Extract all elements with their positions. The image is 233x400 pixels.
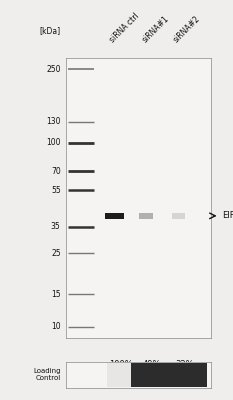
Text: siRNA#2: siRNA#2 (172, 14, 202, 44)
Text: 25: 25 (51, 249, 61, 258)
Bar (172, 213, 185, 219)
Text: 55: 55 (51, 186, 61, 195)
Text: 32%: 32% (175, 360, 193, 370)
Text: 70: 70 (51, 166, 61, 176)
Text: EIF3I: EIF3I (223, 211, 233, 220)
Bar (107, 363, 131, 387)
Bar (131, 363, 206, 387)
Text: [kDa]: [kDa] (40, 26, 61, 36)
Text: siRNA ctrl: siRNA ctrl (108, 11, 141, 44)
Text: 15: 15 (51, 290, 61, 299)
Text: 250: 250 (46, 65, 61, 74)
Text: Loading
Control: Loading Control (33, 368, 61, 382)
Text: 35: 35 (51, 222, 61, 231)
Bar (105, 213, 124, 219)
Text: 100: 100 (46, 138, 61, 147)
Text: 10: 10 (51, 322, 61, 331)
Text: 100%: 100% (109, 360, 132, 370)
Text: 130: 130 (46, 117, 61, 126)
Bar (139, 213, 153, 219)
Text: 49%: 49% (143, 360, 162, 370)
Text: siRNA#1: siRNA#1 (140, 14, 171, 44)
